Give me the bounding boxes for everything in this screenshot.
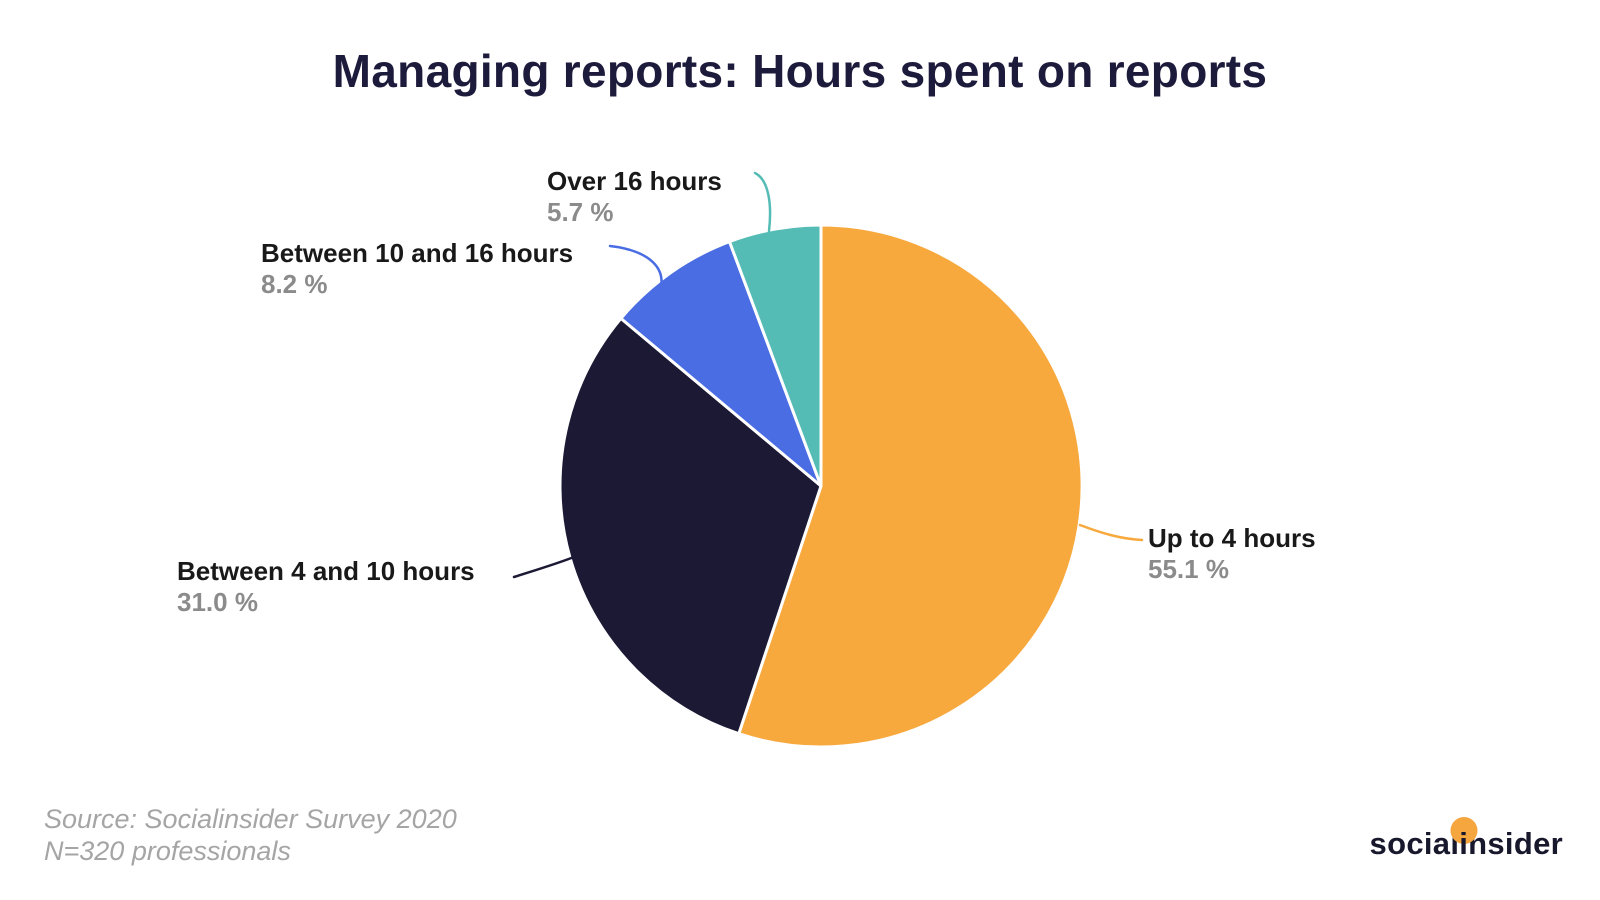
source-line-2: N=320 professionals xyxy=(44,836,291,866)
slice-percent: 31.0 % xyxy=(177,587,258,617)
logo-letter: i xyxy=(1459,826,1469,861)
slice-percent: 8.2 % xyxy=(261,269,328,299)
logo-accent-i: i xyxy=(1450,817,1478,862)
leader-line-between-4-and-10-hours xyxy=(512,555,576,579)
slice-percent: 55.1 % xyxy=(1148,554,1229,584)
slice-label-up-to-4-hours: Up to 4 hours 55.1 % xyxy=(1148,524,1316,584)
slice-name: Up to 4 hours xyxy=(1148,523,1316,553)
logo-text-nsider: nsider xyxy=(1468,826,1563,861)
slice-percent: 5.7 % xyxy=(547,197,614,227)
socialinsider-logo: social insider xyxy=(1369,817,1563,862)
source-note: Source: Socialinsider Survey 2020 N=320 … xyxy=(44,803,457,867)
slice-name: Between 4 and 10 hours xyxy=(177,556,475,586)
slice-label-over-16-hours: Over 16 hours 5.7 % xyxy=(547,167,722,227)
leader-line-between-10-and-16-hours xyxy=(608,244,663,289)
logo-orange-dot-icon xyxy=(1450,817,1478,844)
slice-label-between-10-and-16-hours: Between 10 and 16 hours 8.2 % xyxy=(261,239,573,299)
slice-label-between-4-and-10-hours: Between 4 and 10 hours 31.0 % xyxy=(177,557,475,617)
pie-slice-between-10-and-16-hours xyxy=(619,240,823,488)
slice-name: Between 10 and 16 hours xyxy=(261,238,574,268)
logo-text-social: social xyxy=(1369,826,1460,861)
pie-slice-up-to-4-hours xyxy=(737,223,1084,749)
pie-slices xyxy=(558,223,1084,749)
source-line-1: Source: Socialinsider Survey 2020 xyxy=(44,804,457,834)
leader-line-over-16-hours xyxy=(753,171,772,233)
slice-name: Over 16 hours xyxy=(547,166,722,196)
pie-slice-over-16-hours xyxy=(728,223,823,488)
chart-title: Managing reports: Hours spent on reports xyxy=(332,45,1268,97)
leader-line-up-to-4-hours xyxy=(1078,523,1144,542)
